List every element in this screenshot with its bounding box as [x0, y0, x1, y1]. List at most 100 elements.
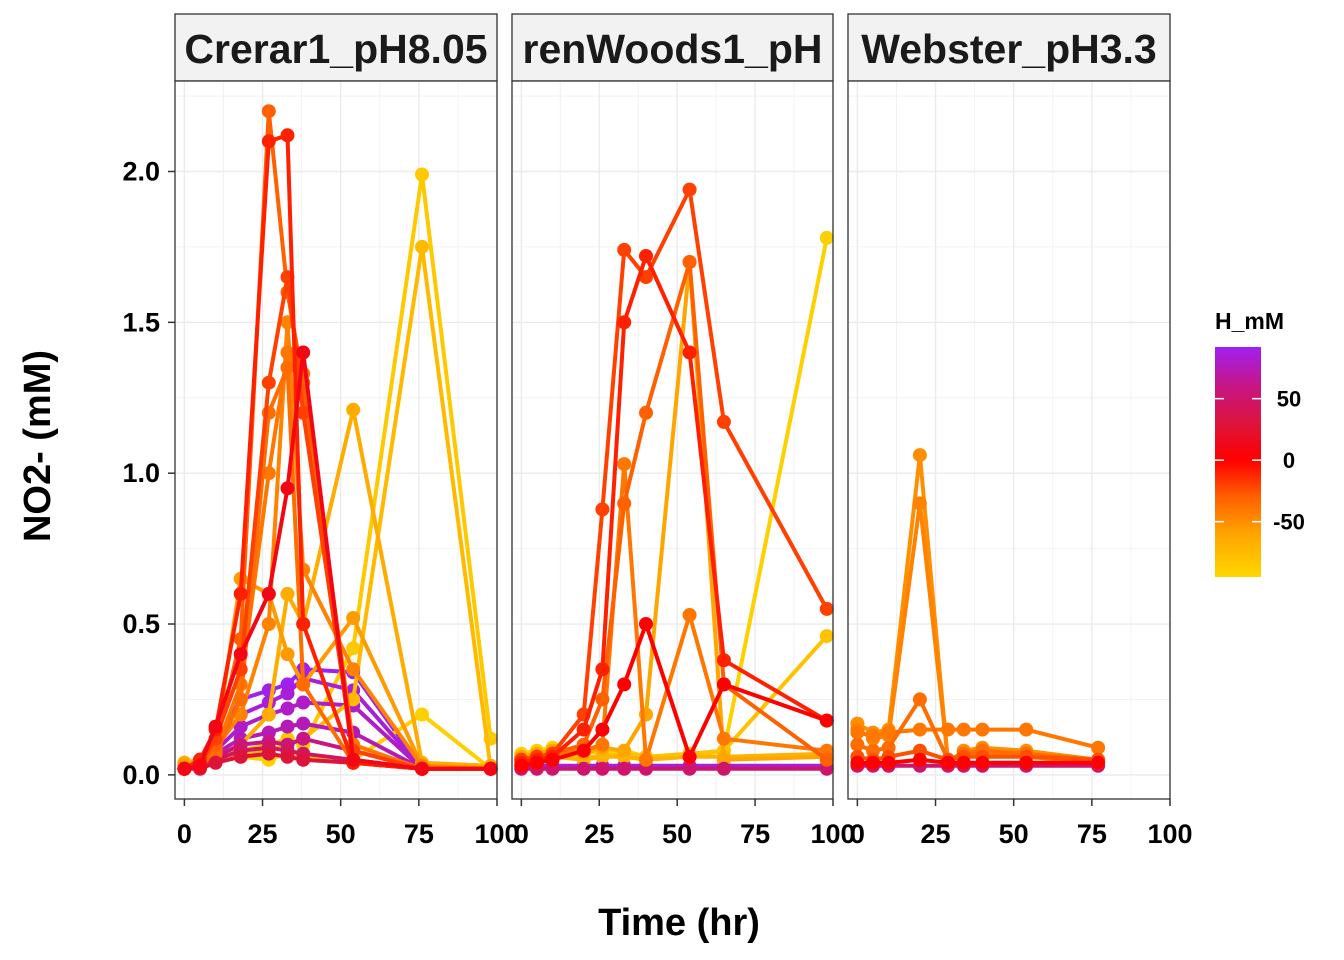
- data-point: [261, 586, 276, 601]
- data-point: [280, 647, 295, 662]
- data-point: [296, 677, 311, 692]
- data-point: [280, 686, 295, 701]
- facet-strip: [511, 13, 834, 82]
- data-point: [415, 167, 429, 182]
- y-tick-label: 0.0: [122, 760, 160, 790]
- data-point: [956, 755, 971, 770]
- y-tick-label: 1.0: [122, 458, 160, 488]
- data-point: [261, 134, 276, 149]
- data-point: [208, 755, 223, 770]
- data-point: [850, 737, 865, 752]
- data-point: [639, 617, 653, 631]
- data-point: [595, 737, 610, 752]
- data-point: [639, 405, 653, 420]
- y-axis: 0.0 0.5 1.0 1.5 2.0: [122, 157, 175, 790]
- data-point: [716, 731, 731, 746]
- x-axis-title: Time (hr): [598, 902, 760, 944]
- data-point: [912, 448, 927, 463]
- colorbar: [1215, 347, 1261, 577]
- data-point: [296, 716, 311, 731]
- data-point: [346, 692, 361, 707]
- data-point: [280, 701, 295, 716]
- data-point: [617, 496, 632, 511]
- x-tick-label: 50: [999, 819, 1029, 849]
- y-tick-label: 1.5: [122, 307, 160, 337]
- data-point: [682, 255, 697, 269]
- data-point: [819, 601, 834, 616]
- x-tick-label: 100: [474, 819, 519, 849]
- data-point: [975, 755, 990, 770]
- data-point: [866, 755, 880, 770]
- series-line: [519, 622, 829, 768]
- data-point: [819, 629, 834, 644]
- data-point: [346, 752, 361, 767]
- x-tick-label: 0: [850, 819, 865, 849]
- series: [850, 722, 1106, 755]
- data-point: [819, 752, 834, 767]
- data-point: [639, 270, 653, 285]
- x-tick-label: 25: [921, 819, 951, 849]
- data-point: [682, 345, 697, 360]
- panel-border: [511, 80, 834, 800]
- data-point: [595, 502, 610, 517]
- data-point: [280, 481, 295, 496]
- data-point: [233, 647, 248, 662]
- x-tick-label: 25: [248, 819, 278, 849]
- data-point: [415, 239, 429, 254]
- data-point: [296, 345, 311, 360]
- data-point: [595, 761, 610, 776]
- data-point: [819, 713, 834, 728]
- legend-title: H_mM: [1215, 308, 1284, 334]
- data-point: [545, 752, 560, 767]
- data-point: [617, 743, 632, 758]
- data-point: [296, 617, 311, 631]
- data-point: [233, 692, 248, 707]
- data-point: [346, 662, 361, 677]
- data-point: [280, 345, 295, 360]
- data-point: [912, 496, 927, 511]
- data-point: [296, 752, 311, 767]
- data-point: [280, 360, 295, 375]
- x-tick-label: 0: [514, 819, 529, 849]
- facet-strip: [174, 13, 498, 82]
- data-point: [881, 755, 896, 770]
- y-tick-label: 0.5: [122, 609, 160, 639]
- x-tick-label: 0: [177, 819, 192, 849]
- data-point: [941, 722, 955, 737]
- facet-title: renWoods1_pH: [523, 26, 823, 72]
- x-tick-label: 75: [740, 819, 770, 849]
- data-point: [280, 128, 295, 143]
- data-point: [296, 695, 311, 710]
- x-tick-label: 25: [584, 819, 614, 849]
- data-point: [529, 755, 544, 770]
- data-point: [576, 722, 591, 737]
- y-axis-title: NO2- (mM): [17, 350, 59, 542]
- x-tick-label: 75: [1077, 819, 1107, 849]
- data-point: [296, 731, 311, 746]
- data-point: [514, 758, 529, 773]
- data-point: [280, 586, 295, 601]
- data-point: [819, 230, 834, 245]
- data-point: [682, 749, 697, 764]
- legend-tick-label: -50: [1273, 510, 1305, 535]
- y-tick-label: 2.0: [122, 157, 160, 187]
- legend-tick-label: 0: [1283, 448, 1295, 473]
- data-point: [639, 752, 653, 767]
- data-point: [850, 755, 865, 770]
- data-point: [576, 761, 591, 776]
- data-point: [956, 722, 971, 737]
- data-point: [881, 725, 896, 740]
- series: [177, 345, 498, 776]
- data-point: [261, 707, 276, 722]
- series: [850, 752, 1106, 770]
- data-point: [261, 746, 276, 761]
- data-point: [595, 692, 610, 707]
- data-point: [346, 402, 361, 417]
- data-point: [595, 722, 610, 737]
- data-point: [912, 692, 927, 707]
- facet-panel: renWoods1_pH 0 25 50 75 100: [511, 13, 856, 849]
- data-point: [595, 662, 610, 677]
- facet-title: Crerar1_pH8.05: [184, 26, 487, 72]
- series: [514, 617, 834, 773]
